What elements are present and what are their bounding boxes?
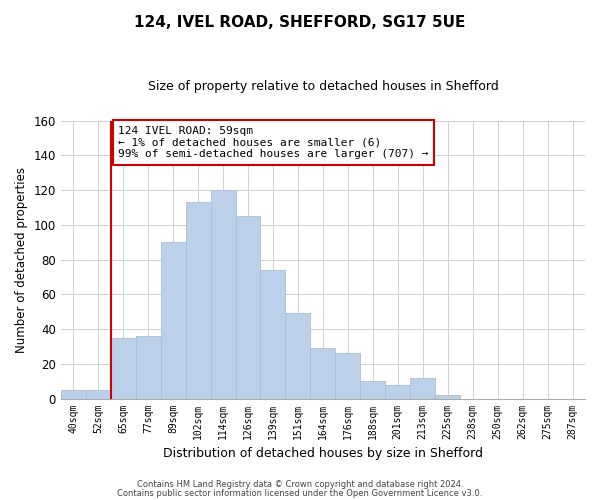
X-axis label: Distribution of detached houses by size in Shefford: Distribution of detached houses by size … [163,447,483,460]
Bar [61,390,86,398]
Bar [260,270,286,398]
Bar [286,314,310,398]
Bar [435,395,460,398]
Text: Contains public sector information licensed under the Open Government Licence v3: Contains public sector information licen… [118,490,482,498]
Bar [310,348,335,399]
Bar [385,384,410,398]
Bar [185,202,211,398]
Title: Size of property relative to detached houses in Shefford: Size of property relative to detached ho… [148,80,498,93]
Bar [86,390,111,398]
Text: 124 IVEL ROAD: 59sqm
← 1% of detached houses are smaller (6)
99% of semi-detache: 124 IVEL ROAD: 59sqm ← 1% of detached ho… [118,126,429,159]
Bar [236,216,260,398]
Bar [211,190,236,398]
Bar [335,354,361,399]
Bar [161,242,185,398]
Text: Contains HM Land Registry data © Crown copyright and database right 2024.: Contains HM Land Registry data © Crown c… [137,480,463,489]
Bar [410,378,435,398]
Text: 124, IVEL ROAD, SHEFFORD, SG17 5UE: 124, IVEL ROAD, SHEFFORD, SG17 5UE [134,15,466,30]
Bar [361,381,385,398]
Bar [111,338,136,398]
Y-axis label: Number of detached properties: Number of detached properties [15,166,28,352]
Bar [136,336,161,398]
